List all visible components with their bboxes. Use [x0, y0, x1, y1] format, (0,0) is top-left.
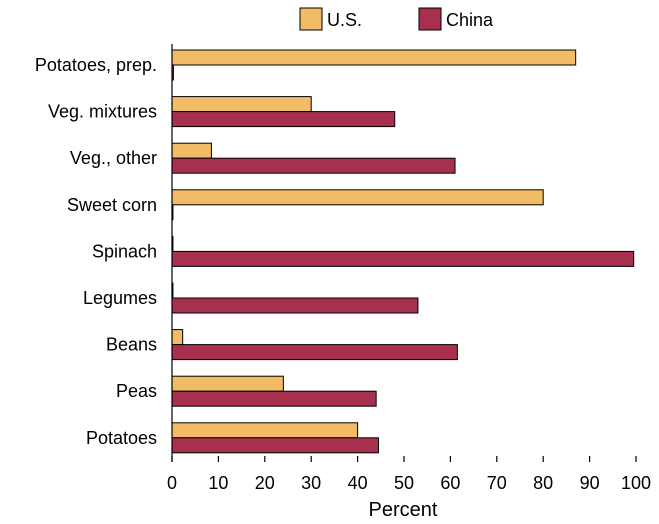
- category-label-peas: Peas: [116, 381, 157, 401]
- bar-u-s-potatoes: [171, 422, 359, 439]
- x-tick-label-50: 50: [394, 473, 414, 493]
- x-tick-label-30: 30: [301, 473, 321, 493]
- bar-u-s-beans: [171, 329, 184, 346]
- x-tick-label-100: 100: [621, 473, 651, 493]
- legend: U.S. China: [299, 7, 494, 31]
- bar-china-peas: [171, 390, 377, 407]
- x-tick-label-60: 60: [440, 473, 460, 493]
- category-label-spinach: Spinach: [92, 241, 157, 261]
- bar-u-s-veg-other: [171, 142, 212, 159]
- bar-u-s-sweet-corn: [171, 189, 544, 206]
- x-tick-label-80: 80: [533, 473, 553, 493]
- legend-swatch-china: [418, 7, 442, 31]
- x-tick-label-40: 40: [348, 473, 368, 493]
- bar-china-potatoes: [171, 437, 379, 454]
- x-axis-title: Percent: [369, 499, 438, 521]
- bars: [171, 49, 635, 454]
- bar-china-veg-mixtures: [171, 111, 396, 128]
- x-tick-label-20: 20: [255, 473, 275, 493]
- category-label-potatoes: Potatoes: [86, 428, 157, 448]
- bar-u-s-potatoes-prep: [171, 49, 577, 66]
- category-label-sweet-corn: Sweet corn: [67, 195, 157, 215]
- legend-label-u-s: U.S.: [327, 10, 362, 30]
- bar-china-beans: [171, 344, 458, 361]
- x-tick-label-90: 90: [580, 473, 600, 493]
- category-label-potatoes-prep: Potatoes, prep.: [35, 55, 157, 75]
- x-tick-label-70: 70: [487, 473, 507, 493]
- category-label-beans: Beans: [106, 335, 157, 355]
- bar-u-s-peas: [171, 375, 284, 392]
- bar-china-spinach: [171, 250, 635, 267]
- bar-u-s-veg-mixtures: [171, 96, 312, 113]
- bar-china-legumes: [171, 297, 419, 314]
- axes: Potatoes, prep. Veg. mixtures Veg., other S…: [35, 44, 651, 493]
- legend-swatch-u-s: [299, 7, 323, 31]
- legend-label-china: China: [446, 10, 494, 30]
- x-tick-label-0: 0: [167, 473, 177, 493]
- category-label-legumes: Legumes: [83, 288, 157, 308]
- bar-china-veg-other: [171, 157, 456, 174]
- category-label-veg-other: Veg., other: [70, 148, 157, 168]
- x-tick-label-10: 10: [208, 473, 228, 493]
- category-label-veg-mixtures: Veg. mixtures: [48, 102, 157, 122]
